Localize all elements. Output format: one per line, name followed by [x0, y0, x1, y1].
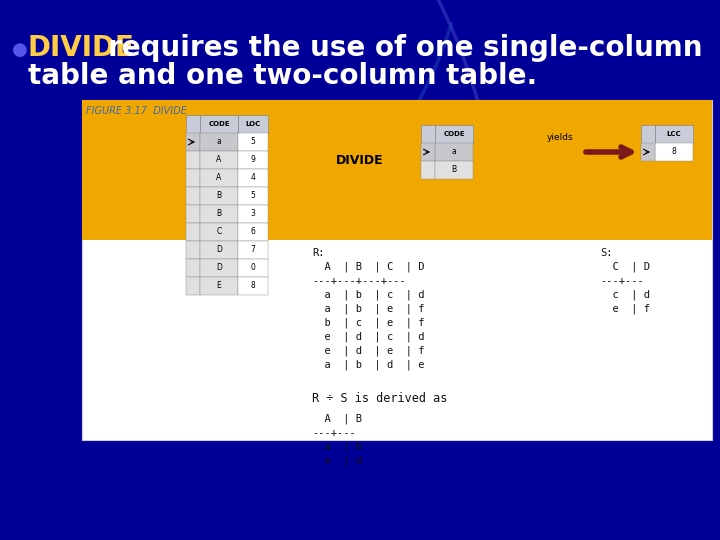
Text: CODE: CODE — [444, 131, 465, 137]
Text: ●: ● — [12, 41, 28, 59]
Text: C  | D: C | D — [600, 262, 650, 273]
Text: e  | d: e | d — [312, 456, 362, 467]
Bar — [186, 151, 200, 169]
Text: e  | f: e | f — [600, 304, 650, 314]
Bar — [435, 161, 473, 179]
Bar — [655, 125, 693, 143]
Text: 0: 0 — [251, 264, 256, 273]
Text: A: A — [217, 156, 222, 165]
Text: requires the use of one single-column: requires the use of one single-column — [108, 34, 703, 62]
Text: a  | b  | c  | d: a | b | c | d — [312, 290, 425, 300]
Bar — [238, 241, 268, 259]
Text: a: a — [217, 138, 221, 146]
Text: a: a — [451, 147, 456, 157]
Bar — [200, 187, 238, 205]
Text: LCC: LCC — [667, 131, 681, 137]
Text: A  | B  | C  | D: A | B | C | D — [312, 262, 425, 273]
Text: b  | c  | e  | f: b | c | e | f — [312, 318, 425, 328]
Text: LOC: LOC — [246, 121, 261, 127]
Bar — [435, 125, 473, 143]
Text: a  | b: a | b — [312, 442, 362, 453]
Bar — [238, 205, 268, 223]
Text: c  | d: c | d — [600, 290, 650, 300]
Bar — [655, 143, 693, 161]
Text: B: B — [217, 192, 222, 200]
Bar — [200, 169, 238, 187]
Bar — [238, 277, 268, 295]
Bar — [200, 205, 238, 223]
Bar — [238, 259, 268, 277]
Text: a  | b  | e  | f: a | b | e | f — [312, 304, 425, 314]
Bar — [238, 133, 268, 151]
Bar — [82, 100, 712, 440]
Text: 3: 3 — [251, 210, 256, 219]
Text: DIVIDE: DIVIDE — [28, 34, 135, 62]
Text: C: C — [217, 227, 222, 237]
Text: ---+---: ---+--- — [312, 428, 356, 438]
Bar — [186, 133, 200, 151]
Bar — [186, 187, 200, 205]
Text: CODE: CODE — [208, 121, 230, 127]
Text: 5: 5 — [251, 192, 256, 200]
Text: E: E — [217, 281, 221, 291]
Bar — [238, 169, 268, 187]
Bar — [200, 151, 238, 169]
Text: 9: 9 — [251, 156, 256, 165]
Bar — [186, 169, 200, 187]
Bar — [200, 277, 238, 295]
Text: 7: 7 — [251, 246, 256, 254]
Text: B: B — [217, 210, 222, 219]
Bar — [238, 115, 268, 133]
Bar — [186, 223, 200, 241]
Text: FIGURE 3.17  DIVIDE: FIGURE 3.17 DIVIDE — [86, 106, 186, 116]
Bar — [238, 187, 268, 205]
Text: A: A — [217, 173, 222, 183]
Bar — [200, 241, 238, 259]
Bar — [186, 205, 200, 223]
Text: D: D — [216, 246, 222, 254]
Bar — [238, 151, 268, 169]
Bar — [421, 161, 435, 179]
Text: 6: 6 — [251, 227, 256, 237]
Text: e  | d  | e  | f: e | d | e | f — [312, 346, 425, 356]
Text: DIVIDE: DIVIDE — [336, 153, 384, 166]
Bar — [186, 115, 200, 133]
Text: S:: S: — [600, 248, 613, 258]
Bar — [641, 125, 655, 143]
Bar — [186, 277, 200, 295]
Bar — [435, 143, 473, 161]
Bar — [82, 100, 712, 240]
Text: D: D — [216, 264, 222, 273]
Text: B: B — [451, 165, 456, 174]
Text: 8: 8 — [672, 147, 676, 157]
Bar — [200, 115, 238, 133]
Text: 4: 4 — [251, 173, 256, 183]
Bar — [421, 143, 435, 161]
Bar — [186, 259, 200, 277]
Text: 8: 8 — [251, 281, 256, 291]
Text: e  | d  | c  | d: e | d | c | d — [312, 332, 425, 342]
Text: A  | B: A | B — [312, 414, 362, 424]
Bar — [186, 241, 200, 259]
Text: a  | b  | d  | e: a | b | d | e — [312, 360, 425, 370]
Bar — [200, 223, 238, 241]
Bar — [421, 125, 435, 143]
Text: R ÷ S is derived as: R ÷ S is derived as — [312, 392, 447, 405]
Bar — [200, 259, 238, 277]
Bar — [238, 223, 268, 241]
Text: R:: R: — [312, 248, 325, 258]
Bar — [641, 143, 655, 161]
Bar — [200, 133, 238, 151]
Text: yields: yields — [546, 133, 573, 143]
Text: ---+---: ---+--- — [600, 276, 644, 286]
Text: ---+---+---+---: ---+---+---+--- — [312, 276, 406, 286]
Text: 5: 5 — [251, 138, 256, 146]
Text: table and one two-column table.: table and one two-column table. — [28, 62, 537, 90]
